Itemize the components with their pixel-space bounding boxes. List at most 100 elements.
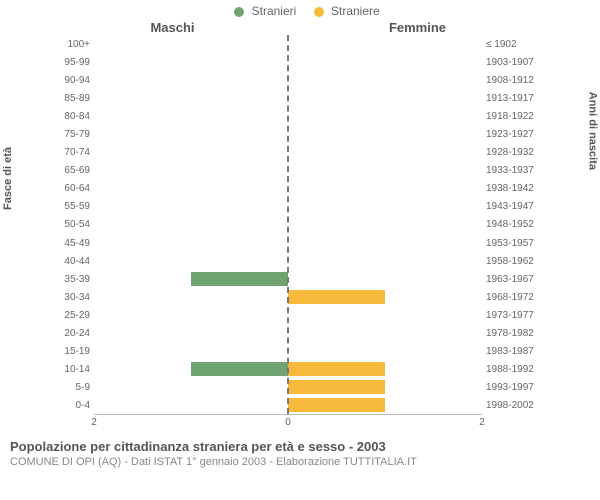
female-row xyxy=(288,324,482,342)
male-row xyxy=(94,35,288,53)
age-label: 5-9 xyxy=(50,379,94,397)
male-row xyxy=(94,360,288,378)
female-row xyxy=(288,35,482,53)
header-female: Femmine xyxy=(295,20,540,35)
female-row xyxy=(288,215,482,233)
chart-title: Popolazione per cittadinanza straniera p… xyxy=(10,439,590,454)
x-axis: 2 0 2 xyxy=(94,417,482,433)
center-line xyxy=(287,35,289,414)
male-row xyxy=(94,179,288,197)
chart-container: Stranieri Straniere Maschi Femmine Fasce… xyxy=(0,0,600,500)
column-headers: Maschi Femmine xyxy=(50,20,540,35)
female-row xyxy=(288,252,482,270)
female-row xyxy=(288,270,482,288)
female-bar xyxy=(288,290,385,304)
age-label: 30-34 xyxy=(50,288,94,306)
male-row xyxy=(94,161,288,179)
age-label: 65-69 xyxy=(50,162,94,180)
male-row xyxy=(94,197,288,215)
male-bar xyxy=(191,362,288,376)
female-row xyxy=(288,396,482,414)
age-label: 10-14 xyxy=(50,361,94,379)
age-axis: 100+95-9990-9485-8980-8475-7970-7465-696… xyxy=(50,35,94,415)
birth-label: ≤ 1902 xyxy=(482,35,540,53)
female-row xyxy=(288,306,482,324)
male-row xyxy=(94,378,288,396)
legend-male-label: Stranieri xyxy=(252,4,297,18)
male-row xyxy=(94,143,288,161)
footer: Popolazione per cittadinanza straniera p… xyxy=(0,433,600,468)
birth-label: 1948-1952 xyxy=(482,216,540,234)
female-row xyxy=(288,234,482,252)
birth-label: 1998-2002 xyxy=(482,397,540,415)
male-row xyxy=(94,234,288,252)
male-row xyxy=(94,306,288,324)
female-row xyxy=(288,197,482,215)
x-tick: 0 xyxy=(285,417,291,428)
female-bar xyxy=(288,398,385,412)
birth-label: 1973-1977 xyxy=(482,306,540,324)
female-bar xyxy=(288,362,385,376)
male-row xyxy=(94,107,288,125)
male-row xyxy=(94,215,288,233)
male-row xyxy=(94,270,288,288)
legend-male-dot xyxy=(234,7,244,17)
birth-label: 1983-1987 xyxy=(482,343,540,361)
legend-female-dot xyxy=(314,7,324,17)
female-row xyxy=(288,342,482,360)
birth-label: 1923-1927 xyxy=(482,125,540,143)
header-male: Maschi xyxy=(50,20,295,35)
female-row xyxy=(288,89,482,107)
birth-label: 1993-1997 xyxy=(482,379,540,397)
age-label: 40-44 xyxy=(50,252,94,270)
age-label: 70-74 xyxy=(50,144,94,162)
female-row xyxy=(288,107,482,125)
female-row xyxy=(288,125,482,143)
birth-label: 1913-1917 xyxy=(482,89,540,107)
x-tick: 2 xyxy=(479,417,485,428)
male-row xyxy=(94,324,288,342)
male-row xyxy=(94,89,288,107)
birth-label: 1933-1937 xyxy=(482,162,540,180)
female-half xyxy=(288,35,482,414)
female-row xyxy=(288,71,482,89)
birth-label: 1978-1982 xyxy=(482,325,540,343)
male-half xyxy=(94,35,288,414)
age-label: 85-89 xyxy=(50,89,94,107)
age-label: 95-99 xyxy=(50,53,94,71)
x-tick: 2 xyxy=(91,417,97,428)
age-label: 15-19 xyxy=(50,343,94,361)
age-label: 50-54 xyxy=(50,216,94,234)
birth-label: 1908-1912 xyxy=(482,71,540,89)
male-row xyxy=(94,125,288,143)
birth-label: 1938-1942 xyxy=(482,180,540,198)
age-label: 80-84 xyxy=(50,107,94,125)
age-label: 35-39 xyxy=(50,270,94,288)
birth-label: 1903-1907 xyxy=(482,53,540,71)
birth-label: 1963-1967 xyxy=(482,270,540,288)
birth-label: 1943-1947 xyxy=(482,198,540,216)
male-row xyxy=(94,252,288,270)
pyramid-chart: 100+95-9990-9485-8980-8475-7970-7465-696… xyxy=(50,35,540,415)
female-row xyxy=(288,360,482,378)
age-label: 20-24 xyxy=(50,325,94,343)
legend-female-label: Straniere xyxy=(331,4,380,18)
y-axis-title-left: Fasce di età xyxy=(2,147,14,210)
female-row xyxy=(288,161,482,179)
birth-label: 1953-1957 xyxy=(482,234,540,252)
age-label: 55-59 xyxy=(50,198,94,216)
y-axis-title-right: Anni di nascita xyxy=(586,92,598,170)
male-row xyxy=(94,396,288,414)
age-label: 0-4 xyxy=(50,397,94,415)
female-row xyxy=(288,143,482,161)
birth-label: 1988-1992 xyxy=(482,361,540,379)
age-label: 45-49 xyxy=(50,234,94,252)
birth-label: 1928-1932 xyxy=(482,144,540,162)
female-row xyxy=(288,53,482,71)
age-label: 60-64 xyxy=(50,180,94,198)
legend: Stranieri Straniere xyxy=(0,0,600,18)
plot-area xyxy=(94,35,482,415)
birth-year-axis: ≤ 19021903-19071908-19121913-19171918-19… xyxy=(482,35,540,415)
female-row xyxy=(288,378,482,396)
female-bar xyxy=(288,380,385,394)
